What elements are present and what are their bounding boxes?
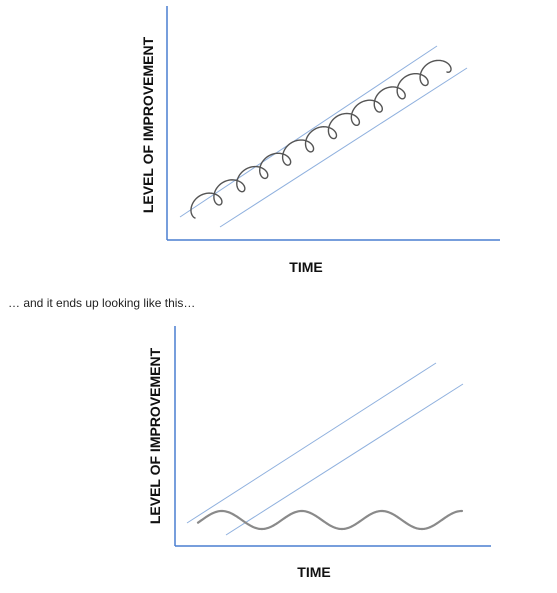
diagram-bottom: LEVEL OF IMPROVEMENT TIME <box>0 318 557 593</box>
lower-guide-line <box>225 383 464 536</box>
lower-guide-line <box>219 67 468 228</box>
caption-text: … and it ends up looking like this… <box>8 296 196 310</box>
flat-wave-curve <box>196 509 464 531</box>
y-axis-label: LEVEL OF IMPROVEMENT <box>147 347 163 524</box>
upper-guide-line <box>186 362 437 524</box>
diagram-bottom-svg: LEVEL OF IMPROVEMENT TIME <box>147 326 491 580</box>
diagram-top: LEVEL OF IMPROVEMENT TIME <box>0 0 557 290</box>
y-axis-label: LEVEL OF IMPROVEMENT <box>140 36 156 213</box>
spiral-curve <box>190 59 452 219</box>
diagram-top-svg: LEVEL OF IMPROVEMENT TIME <box>140 6 500 275</box>
upper-guide-line <box>179 45 438 218</box>
x-axis-label: TIME <box>289 259 322 275</box>
x-axis-label: TIME <box>297 564 330 580</box>
